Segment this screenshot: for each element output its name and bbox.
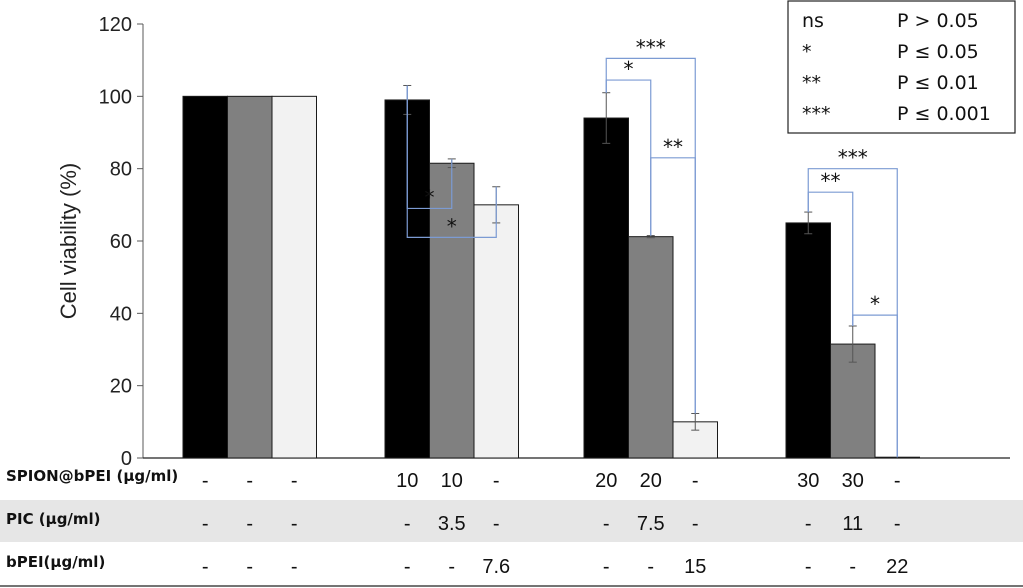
- condition-value: 10: [396, 470, 418, 492]
- bar: [271, 95, 317, 459]
- legend-symbol: **: [802, 72, 821, 94]
- condition-value: -: [692, 513, 699, 535]
- condition-value: -: [202, 513, 209, 535]
- condition-value: -: [202, 470, 209, 492]
- y-tick-label: 80: [110, 159, 132, 181]
- bar: [583, 117, 629, 459]
- condition-value: 30: [797, 470, 819, 492]
- condition-value: -: [448, 556, 455, 578]
- y-tick-label: 40: [110, 303, 132, 325]
- condition-value: -: [493, 513, 500, 535]
- legend-symbol: *: [802, 41, 812, 63]
- legend-symbol: ***: [802, 103, 831, 125]
- bar: [473, 204, 519, 459]
- legend-symbol: ns: [802, 10, 824, 32]
- significance-bracket: [807, 168, 898, 458]
- condition-value: -: [493, 470, 500, 492]
- condition-value: -: [291, 556, 298, 578]
- condition-value: -: [246, 470, 253, 492]
- y-tick-label: 20: [110, 376, 132, 398]
- condition-value: -: [692, 470, 699, 492]
- condition-value: -: [291, 470, 298, 492]
- significance-label: *: [624, 57, 634, 81]
- condition-value: -: [202, 556, 209, 578]
- bar: [672, 421, 718, 459]
- condition-value: -: [647, 556, 654, 578]
- y-tick-label: 0: [121, 448, 132, 470]
- condition-value: -: [404, 513, 411, 535]
- condition-value: 20: [640, 470, 662, 492]
- significance-label: *: [447, 214, 457, 238]
- bar: [182, 95, 228, 459]
- legend-box: [787, 0, 1016, 134]
- condition-value: -: [894, 470, 901, 492]
- y-tick-label: 100: [99, 86, 132, 108]
- condition-value: -: [603, 556, 610, 578]
- condition-row-shading: [0, 500, 1023, 542]
- condition-value: -: [805, 513, 812, 535]
- y-axis-title: Cell viability (%): [56, 163, 81, 319]
- legend-description: P > 0.05: [897, 10, 979, 32]
- y-tick-label: 60: [110, 231, 132, 253]
- condition-value: 30: [842, 470, 864, 492]
- condition-value: -: [894, 513, 901, 535]
- condition-value: 22: [886, 556, 908, 578]
- bar: [227, 95, 273, 459]
- significance-label: *: [870, 292, 880, 316]
- condition-value: 7.5: [637, 513, 665, 535]
- condition-value: 7.6: [482, 556, 510, 578]
- condition-value: -: [603, 513, 610, 535]
- significance-label: **: [663, 135, 683, 159]
- condition-value: 3.5: [438, 513, 466, 535]
- legend-description: P ≤ 0.001: [897, 103, 991, 125]
- y-tick-label: 120: [99, 14, 132, 36]
- condition-value: 20: [595, 470, 617, 492]
- significance-label: **: [821, 169, 841, 193]
- bar: [830, 343, 876, 459]
- condition-value: -: [805, 556, 812, 578]
- significance-label: *: [425, 185, 435, 209]
- significance-label: ***: [838, 146, 868, 170]
- legend-description: P ≤ 0.05: [897, 41, 979, 63]
- bar: [628, 236, 674, 459]
- condition-value: 11: [842, 513, 863, 535]
- bar: [384, 99, 430, 459]
- bar: [874, 456, 920, 459]
- condition-value: -: [849, 556, 856, 578]
- condition-value: -: [291, 513, 298, 535]
- condition-value: 10: [441, 470, 463, 492]
- legend-description: P ≤ 0.01: [897, 72, 979, 94]
- bar: [785, 222, 831, 459]
- significance-label: ***: [636, 35, 666, 59]
- significance-bracket: [852, 314, 898, 458]
- significance-bracket: [650, 157, 696, 414]
- significance-bracket: [406, 85, 497, 238]
- condition-value: -: [246, 556, 253, 578]
- condition-value: -: [404, 556, 411, 578]
- condition-value: 15: [684, 556, 706, 578]
- condition-row-label: SPION@bPEI (μg/ml): [6, 467, 178, 485]
- condition-row-label: PIC (μg/ml): [6, 510, 101, 528]
- condition-value: -: [246, 513, 253, 535]
- condition-row-label: bPEI(μg/ml): [6, 553, 105, 571]
